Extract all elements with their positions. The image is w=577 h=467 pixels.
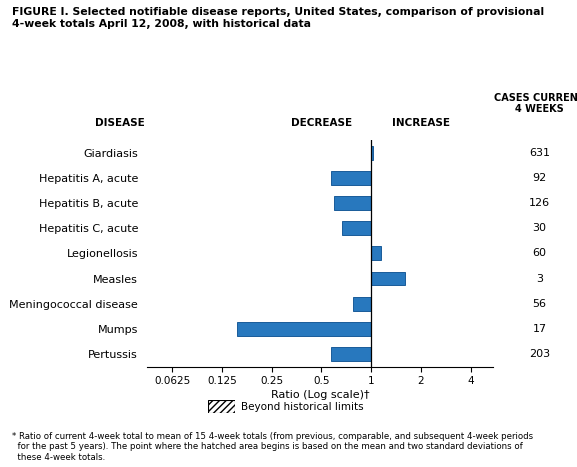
Bar [335, 196, 371, 210]
Bar [342, 221, 371, 235]
Text: 60: 60 [533, 248, 546, 258]
Text: * Ratio of current 4-week total to mean of 15 4-week totals (from previous, comp: * Ratio of current 4-week total to mean … [12, 432, 533, 462]
Text: DECREASE: DECREASE [291, 119, 352, 128]
Text: INCREASE: INCREASE [392, 119, 450, 128]
Text: 203: 203 [529, 349, 550, 359]
Text: 92: 92 [533, 173, 546, 183]
Text: CASES CURRENT
4 WEEKS: CASES CURRENT 4 WEEKS [494, 93, 577, 114]
Bar [331, 171, 371, 185]
X-axis label: Ratio (Log scale)†: Ratio (Log scale)† [271, 390, 369, 401]
Text: 30: 30 [533, 223, 546, 233]
Bar [371, 146, 373, 160]
Text: 631: 631 [529, 148, 550, 158]
Text: FIGURE I. Selected notifiable disease reports, United States, comparison of prov: FIGURE I. Selected notifiable disease re… [12, 7, 544, 28]
Bar [353, 297, 371, 311]
Text: 17: 17 [533, 324, 546, 334]
Bar [237, 322, 371, 336]
Text: 56: 56 [533, 299, 546, 309]
Text: DISEASE: DISEASE [95, 119, 144, 128]
Text: Beyond historical limits: Beyond historical limits [241, 402, 364, 412]
Text: 3: 3 [536, 274, 543, 283]
Bar [371, 272, 405, 285]
Bar [371, 247, 381, 260]
Bar [331, 347, 371, 361]
Text: 126: 126 [529, 198, 550, 208]
